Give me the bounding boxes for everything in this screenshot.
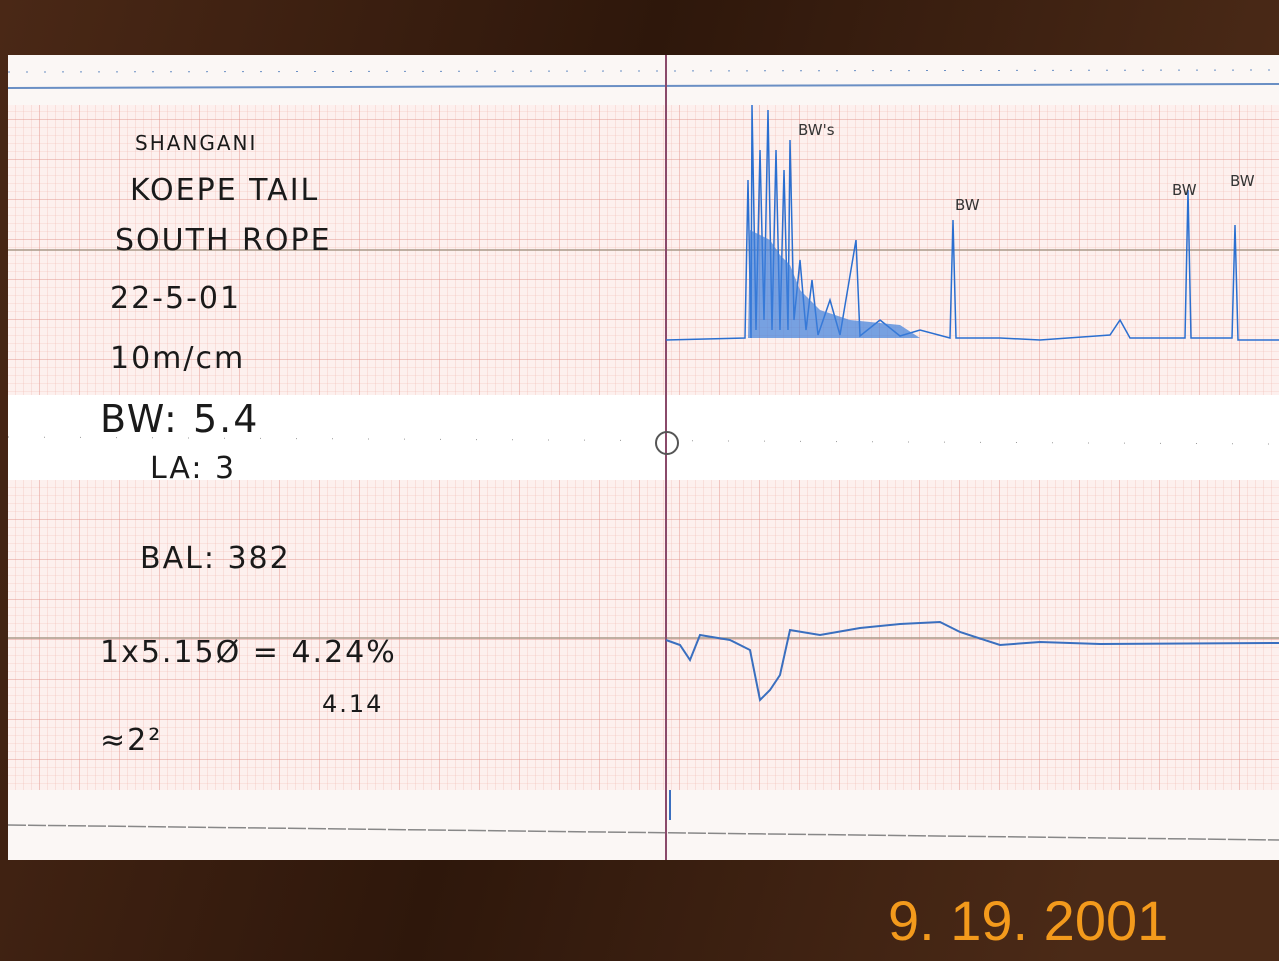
date-stamp: 9. 19. 2001 — [888, 889, 1168, 952]
note: 22-5-01 — [110, 281, 241, 316]
note: SHANGANI — [135, 131, 257, 155]
note: LA: 3 — [150, 451, 236, 486]
note: SOUTH ROPE — [115, 223, 332, 258]
note: BAL: 382 — [140, 541, 291, 576]
note: BW: 5.4 — [100, 397, 259, 441]
annotation: BW — [1230, 172, 1255, 190]
note: 1x5.15Ø = 4.24% — [100, 635, 397, 670]
photo: SHANGANI KOEPE TAIL SOUTH ROPE 22-5-01 1… — [0, 0, 1279, 961]
annotation: BW's — [798, 121, 835, 139]
note: 4.14 — [322, 690, 383, 718]
note: ≈2² — [100, 723, 162, 758]
annotation: BW — [955, 196, 980, 214]
annotation: BW — [1172, 181, 1197, 199]
note: KOEPE TAIL — [130, 173, 319, 208]
note: 10m/cm — [110, 341, 245, 376]
